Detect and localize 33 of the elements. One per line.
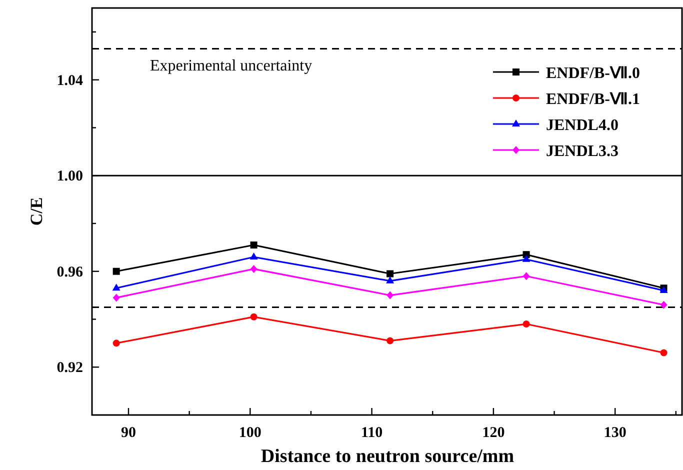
legend-label: JENDL3.3 — [546, 143, 618, 160]
point — [250, 313, 258, 320]
point — [250, 252, 258, 260]
x-tick-label: 100 — [238, 425, 262, 441]
point — [386, 291, 394, 300]
x-tick-label: 120 — [482, 425, 505, 441]
point — [660, 300, 668, 309]
y-tick-label: 0.92 — [56, 360, 83, 376]
x-axis-title: Distance to neutron source/mm — [260, 446, 514, 467]
y-tick-label: 1.00 — [56, 168, 83, 185]
legend-label: ENDF/B-Ⅶ.0 — [546, 65, 640, 82]
point — [386, 337, 394, 344]
point — [522, 320, 530, 328]
annotation: Experimental uncertainty — [150, 58, 312, 75]
point — [522, 254, 530, 262]
point — [250, 264, 258, 273]
point — [112, 294, 120, 302]
x-tick-label: 90 — [120, 425, 136, 441]
point — [112, 268, 120, 275]
point — [386, 270, 394, 278]
x-tick-label: 130 — [604, 425, 626, 441]
y-axis-title: C/E — [27, 197, 46, 226]
point — [250, 242, 258, 249]
x-tick-label: 110 — [360, 425, 383, 441]
point — [112, 284, 120, 291]
y-tick-label: 1.04 — [56, 72, 84, 89]
legend-label: ENDF/B-Ⅶ.1 — [546, 91, 640, 108]
point — [522, 272, 530, 280]
legend-label: JENDL4.0 — [546, 117, 618, 134]
point — [112, 340, 120, 347]
y-tick-label: 0.96 — [56, 264, 84, 280]
point — [386, 276, 394, 284]
point — [660, 349, 668, 356]
